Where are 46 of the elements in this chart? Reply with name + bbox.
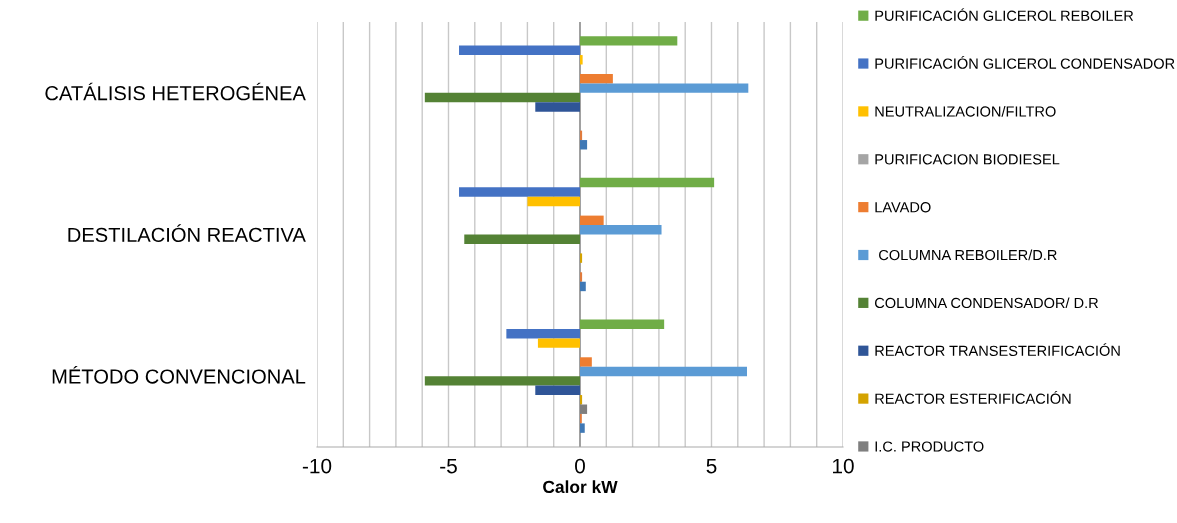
bar xyxy=(580,140,588,150)
y-tick-label: DESTILACIÓN REACTIVA xyxy=(68,224,306,242)
bar xyxy=(424,92,580,103)
legend-label: PURIFICACIÓN GLICEROL REBOILER xyxy=(875,8,1134,21)
x-axis-title: Calor kW xyxy=(543,480,618,494)
legend-label: PURIFICACION BIODIESEL xyxy=(875,154,1060,165)
bar xyxy=(464,234,580,244)
bar xyxy=(424,376,580,386)
bar xyxy=(580,395,583,405)
legend-label: COLUMNA REBOILER/D.R xyxy=(879,249,1057,261)
bar xyxy=(580,281,586,292)
x-tick-label: -10 xyxy=(302,458,332,474)
y-tick-label: CATÁLISIS HETEROGÉNEA xyxy=(45,82,306,101)
bar xyxy=(580,366,747,377)
bar xyxy=(580,55,583,65)
bar xyxy=(580,215,604,226)
bar xyxy=(580,319,665,329)
bar xyxy=(580,253,583,263)
legend-label: NEUTRALIZACION/FILTRO xyxy=(875,105,1056,117)
bar xyxy=(535,385,580,396)
legend-label: REACTOR ESTERIFICACIÓN xyxy=(875,391,1071,404)
bar xyxy=(527,196,580,207)
bar xyxy=(580,177,715,188)
legend-label: COLUMNA CONDENSADOR/ D.R xyxy=(874,297,1099,309)
y-tick-label: MÉTODO CONVENCIONAL xyxy=(52,366,306,384)
x-tick-label: -5 xyxy=(440,458,457,474)
bar xyxy=(580,73,613,84)
bar xyxy=(580,272,583,282)
bar xyxy=(580,357,592,367)
x-tick-label: 0 xyxy=(575,458,585,474)
x-tick-label: 5 xyxy=(706,458,717,474)
bar xyxy=(459,187,580,197)
bar xyxy=(580,423,585,433)
legend-label: LAVADO xyxy=(875,202,931,213)
bar xyxy=(506,328,580,339)
bar xyxy=(580,225,662,235)
legend-label: PURIFICACIÓN GLICEROL CONDENSADOR xyxy=(875,56,1175,69)
legend-label: I.C. PRODUCTO xyxy=(875,441,984,452)
x-tick-label: 10 xyxy=(833,458,854,474)
bar xyxy=(459,45,580,56)
bar xyxy=(537,338,580,348)
bar xyxy=(580,36,678,46)
bar xyxy=(580,83,749,93)
bar xyxy=(535,102,580,112)
legend-label: REACTOR TRANSESTERIFICACIÓN xyxy=(875,343,1120,356)
bar xyxy=(580,130,583,141)
